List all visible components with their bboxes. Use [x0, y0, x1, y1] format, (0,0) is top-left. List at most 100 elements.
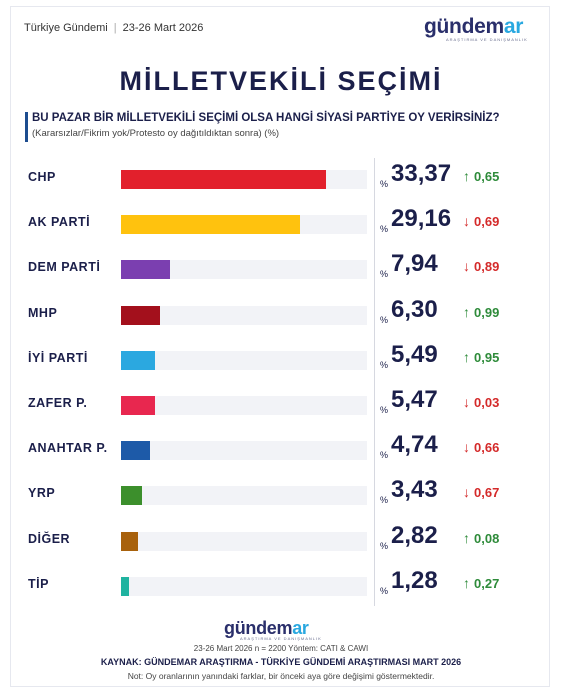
chart-row: ZAFER P.% 5,47 ↓ 0,03: [0, 384, 562, 428]
change-indicator: ↓ 0,03: [463, 394, 499, 410]
bar-track: [121, 170, 367, 189]
bar: [121, 486, 142, 506]
gundemar-logo: gündemar: [424, 15, 523, 39]
party-label: CHP: [28, 170, 56, 184]
bar: [121, 305, 160, 325]
logo-subtitle: ARAŞTIRMA VE DANIŞMANLIK: [446, 37, 528, 42]
arrow-down-icon: ↓: [463, 484, 470, 501]
arrow-down-icon: ↓: [463, 258, 470, 275]
value-label: 5,49: [391, 340, 438, 368]
arrow-up-icon: ↑: [463, 574, 470, 591]
change-indicator: ↑ 0,99: [463, 304, 499, 320]
change-indicator: ↓ 0,69: [463, 213, 499, 229]
change-indicator: ↓ 0,67: [463, 484, 499, 500]
percent-sign: %: [380, 585, 389, 596]
party-label: YRP: [28, 486, 56, 501]
bar: [121, 350, 155, 370]
bar: [121, 441, 150, 461]
footer-logo-subtitle: ARAŞTIRMA VE DANIŞMANLIK: [240, 636, 322, 641]
change-value: 0,67: [474, 485, 500, 501]
chart-row: MHP% 6,30 ↑ 0,99: [0, 294, 562, 338]
value-divider: [374, 158, 375, 606]
value-label: 7,94: [391, 250, 438, 278]
chart-row: TİP% 1,28 ↑ 0,27: [0, 565, 562, 609]
footer-meta: 23-26 Mart 2026 n = 2200 Yöntem: CATI & …: [193, 644, 369, 653]
chart-row: DEM PARTİ% 7,94 ↓ 0,89: [0, 248, 562, 292]
change-indicator: ↑ 0,95: [463, 349, 499, 365]
survey-note: (Kararsızlar/Fikrim yok/Protesto oy dağı…: [32, 128, 280, 139]
footer-logo-accent: ar: [292, 618, 309, 638]
arrow-up-icon: ↑: [463, 168, 470, 184]
arrow-down-icon: ↓: [463, 213, 470, 230]
change-value: 0,99: [474, 304, 500, 320]
footer-logo: gündemar: [224, 618, 309, 639]
arrow-up-icon: ↑: [463, 529, 470, 546]
value-label: 4,74: [391, 431, 438, 459]
brand-name: Türkiye Gündemi: [24, 22, 108, 34]
survey-date: 23-26 Mart 2026: [122, 22, 204, 34]
survey-question: BU PAZAR BİR MİLLETVEKİLİ SEÇİMİ OLSA HA…: [32, 112, 500, 124]
change-value: 0,27: [474, 575, 500, 591]
footer-logo-main: gündem: [224, 618, 293, 638]
change-value: 0,66: [474, 440, 500, 456]
party-label: MHP: [28, 305, 58, 320]
bar-track: [121, 305, 367, 325]
percent-sign: %: [380, 179, 389, 189]
page-title: MİLLETVEKİLİ SEÇİMİ: [119, 66, 443, 96]
bar: [121, 170, 326, 189]
percent-sign: %: [380, 495, 389, 506]
footer-source: KAYNAK: GÜNDEMAR ARAŞTIRMA - TÜRKİYE GÜN…: [100, 657, 462, 667]
percent-sign: %: [380, 314, 389, 325]
poll-card: [10, 6, 550, 687]
bar-track: [121, 260, 367, 280]
change-indicator: ↑ 0,27: [463, 575, 499, 591]
percent-sign: %: [380, 269, 389, 280]
chart-row: İYİ PARTİ% 5,49 ↑ 0,95: [0, 339, 562, 383]
arrow-down-icon: ↓: [463, 439, 470, 456]
logo-main-text: gündem: [424, 15, 504, 38]
party-label: DİĞER: [28, 531, 71, 546]
bar-track: [121, 396, 367, 415]
bar: [121, 396, 155, 415]
chart-row: YRP% 3,43 ↓ 0,67: [0, 474, 562, 518]
bar: [121, 576, 129, 596]
bar: [121, 531, 138, 551]
value-label: 6,30: [391, 295, 438, 323]
change-value: 0,03: [474, 395, 500, 410]
bar-track: [121, 215, 367, 235]
bar: [121, 215, 300, 235]
value-label: 3,43: [391, 476, 438, 504]
change-indicator: ↑ 0,08: [463, 530, 499, 546]
change-indicator: ↓ 0,66: [463, 439, 499, 455]
change-value: 0,95: [474, 349, 500, 365]
change-value: 0,89: [474, 259, 500, 275]
change-value: 0,69: [474, 214, 500, 230]
header-meta: Türkiye Gündemi | 23-26 Mart 2026: [24, 22, 203, 34]
arrow-down-icon: ↓: [463, 394, 470, 410]
bar-track: [121, 441, 367, 461]
percent-sign: %: [380, 224, 389, 235]
chart-row: ANAHTAR P.% 4,74 ↓ 0,66: [0, 429, 562, 473]
party-label: ZAFER P.: [28, 396, 88, 410]
change-value: 0,65: [474, 169, 500, 184]
bar-track: [121, 350, 367, 370]
header-separator: |: [113, 22, 117, 34]
percent-sign: %: [380, 540, 389, 551]
chart-row: CHP% 33,37 ↑ 0,65: [0, 158, 562, 202]
percent-sign: %: [380, 359, 389, 370]
bar: [121, 260, 170, 280]
question-accent-bar: [25, 112, 28, 142]
party-label: DEM PARTİ: [28, 260, 101, 275]
bar-track: [121, 531, 367, 551]
change-indicator: ↓ 0,89: [463, 258, 499, 274]
party-label: TİP: [28, 576, 49, 591]
bar-track: [121, 576, 367, 596]
percent-sign: %: [380, 450, 389, 461]
percent-sign: %: [380, 405, 389, 415]
value-label: 1,28: [391, 566, 438, 594]
value-label: 2,82: [391, 521, 438, 549]
change-value: 0,08: [474, 530, 500, 546]
chart-row: AK PARTİ% 29,16 ↓ 0,69: [0, 203, 562, 247]
footer-note: Not: Oy oranlarının yanındaki farklar, b…: [127, 671, 435, 681]
logo-accent-text: ar: [503, 15, 524, 38]
